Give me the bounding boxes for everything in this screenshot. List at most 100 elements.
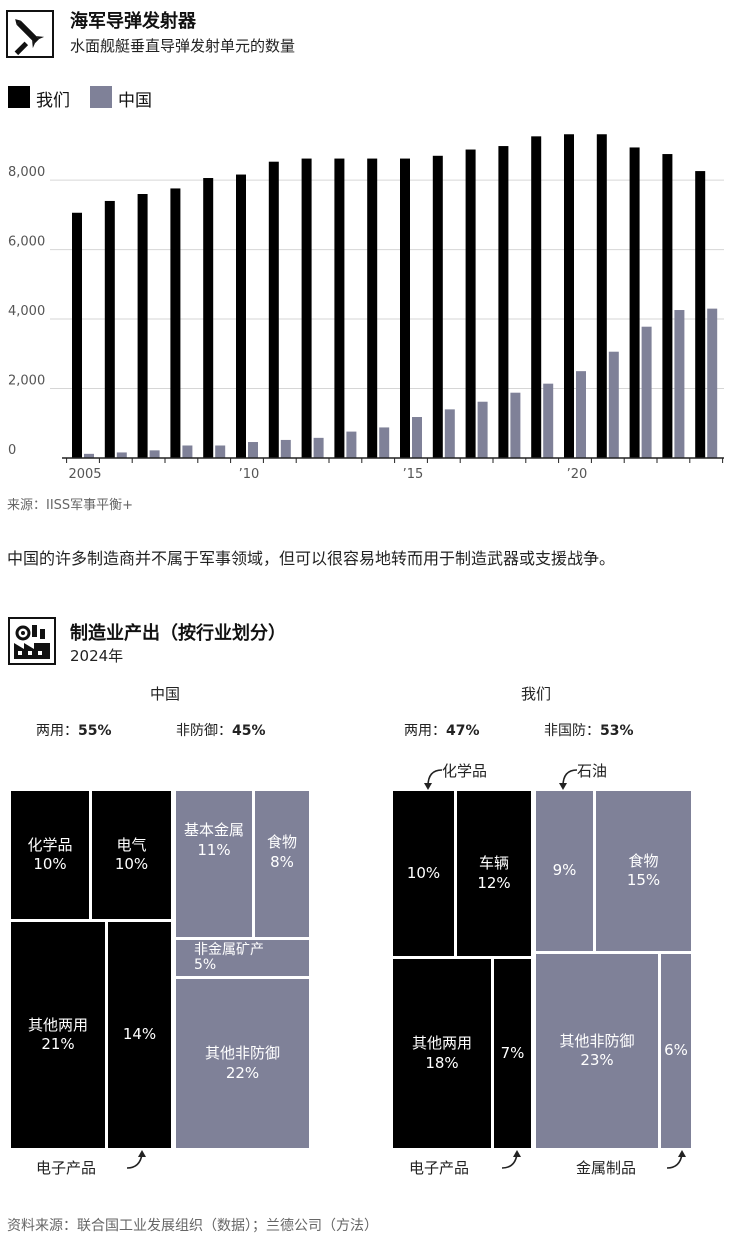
y-tick-label: 2,000 [8, 374, 45, 389]
tile-label: 电气 [116, 835, 147, 854]
bar-us [531, 136, 542, 458]
tile-value: 10% [406, 863, 441, 882]
chart2-subtitle: 2024年 [70, 647, 124, 665]
x-tick-label: ’15 [403, 467, 424, 482]
callout-arrow-icon [666, 1150, 686, 1169]
tile-value: 15% [626, 871, 661, 889]
us-tile-chemicals: 10% [393, 791, 454, 956]
legend-label-us: 我们 [36, 91, 70, 111]
us-tile-metal-products: 6% [661, 954, 691, 1148]
bar-china [313, 437, 324, 458]
tile-value: 12% [477, 873, 511, 892]
legend-label-china: 中国 [118, 91, 152, 111]
tile-value: 5% [194, 957, 217, 973]
callout-arrow-icon [501, 1150, 521, 1169]
chart1-subtitle: 水面舰艇垂直导弹发射单元的数量 [70, 37, 296, 55]
bar-us [137, 194, 148, 458]
us-callout-oil: 石油 [577, 762, 608, 780]
tile-value: 6% [664, 1041, 688, 1060]
tile-value: 10% [33, 855, 67, 873]
tile-label: 基本金属 [184, 821, 245, 839]
tile-label: 食物 [628, 851, 659, 870]
callout-arrow-icon [424, 769, 443, 790]
us-nondef-label: 非国防： [544, 723, 600, 739]
us-callout-metal-products: 金属制品 [576, 1159, 637, 1177]
legend-swatch-china [90, 86, 112, 108]
us-tile-vehicles: 车辆 12% [457, 791, 531, 956]
factory-gear-icon [8, 617, 56, 665]
chart1-source: 来源：IISS军事平衡+ [7, 498, 134, 513]
tile-label: 车辆 [478, 854, 509, 872]
tile-value: 11% [197, 840, 231, 859]
bar-china [84, 453, 94, 458]
tile-value: 23% [580, 1051, 614, 1069]
bar-us [367, 158, 378, 458]
bar-us [104, 200, 115, 458]
us-tile-food: 食物 15% [596, 791, 691, 951]
y-tick-label: 8,000 [8, 165, 45, 180]
us-dual-value: 47% [446, 723, 480, 739]
bar-china [379, 427, 390, 458]
china-tile-other-dual: 其他两用 21% [11, 922, 105, 1148]
bar-us [72, 212, 82, 458]
china-callout-electronics: 电子产品 [36, 1159, 97, 1177]
us-nondef-share: 非国防：53% [544, 720, 634, 740]
bar-us [236, 174, 246, 458]
tile-label: 食物 [266, 833, 297, 851]
bar-us [400, 158, 410, 458]
chart2-source: 资料来源：联合国工业发展组织（数据）；兰德公司（方法） [7, 1218, 378, 1234]
bar-china [543, 383, 554, 458]
tile-value: 10% [114, 855, 149, 873]
china-nondef-label: 非防御： [176, 723, 232, 739]
y-tick-label: 4,000 [8, 304, 45, 319]
bar-china [215, 445, 226, 458]
tile-value: 14% [122, 1025, 157, 1044]
china-tile-chemicals: 化学品 10% [11, 791, 89, 919]
bar-us [301, 158, 312, 458]
tile-value: 9% [552, 861, 577, 880]
china-dual-share: 两用：55% [36, 720, 112, 740]
tile-value: 22% [225, 1063, 260, 1082]
bar-us [268, 161, 279, 458]
bar-china [608, 351, 619, 458]
tile-label: 非金属矿产 [194, 941, 264, 958]
china-tile-other-nondef: 其他非防御 22% [176, 979, 309, 1148]
china-tile-electrical: 电气 10% [92, 791, 171, 919]
tile-value: 8% [270, 852, 294, 871]
bar-china [412, 417, 422, 458]
tile-value: 18% [425, 1053, 459, 1072]
bar-china [149, 450, 160, 458]
china-tile-basic-metals: 基本金属 11% [176, 791, 252, 937]
callout-arrow-icon [559, 769, 578, 790]
us-tile-other-nondef: 其他非防御 23% [536, 954, 658, 1148]
bar-china [248, 442, 258, 458]
us-tile-oil: 9% [536, 791, 593, 951]
us-dual-share: 两用：47% [404, 720, 480, 740]
bar-us [334, 158, 345, 458]
china-nondef-value: 45% [232, 723, 266, 739]
bar-china [674, 310, 685, 458]
bar-china [707, 308, 718, 458]
china-dual-value: 55% [78, 723, 112, 739]
callout-arrow-icon [126, 1150, 146, 1169]
tile-label: 其他非防御 [559, 1031, 635, 1050]
china-tile-nonmetal-minerals: 非金属矿产 5% [176, 940, 309, 976]
bar-china [444, 409, 455, 458]
bar-us [465, 149, 476, 458]
bar-us [629, 147, 640, 458]
bar-us [498, 146, 509, 458]
us-dual-label: 两用： [404, 723, 446, 739]
tile-label: 其他两用 [411, 1034, 472, 1052]
x-tick-label: ’10 [239, 467, 260, 482]
x-tick-label: 2005 [68, 467, 101, 482]
bar-chart: 0 2,000 4,000 6,000 8,000 2005 ’10 ’15 ’20 [8, 134, 724, 482]
bar-us [662, 154, 673, 459]
bar-china [346, 431, 357, 458]
us-nondef-value: 53% [600, 723, 634, 739]
us-callout-chemicals: 化学品 [442, 762, 488, 780]
bar-china [116, 452, 127, 458]
china-nondef-share: 非防御：45% [176, 720, 266, 740]
bar-china [510, 392, 521, 458]
tile-value: 7% [500, 1043, 525, 1062]
x-tick-label: ’20 [567, 467, 588, 482]
